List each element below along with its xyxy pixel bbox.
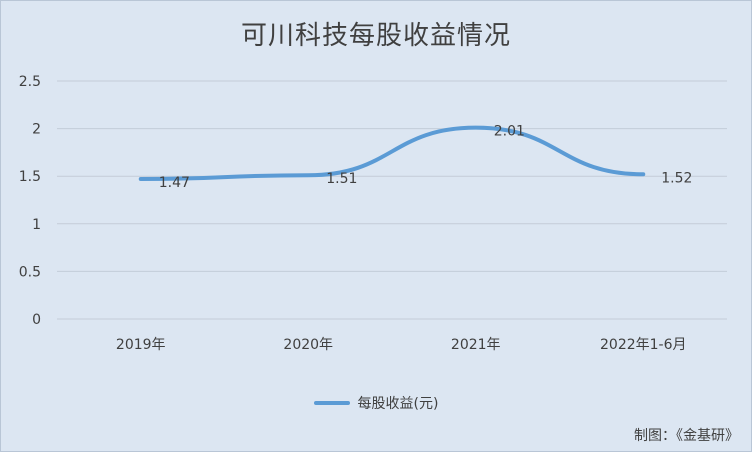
y-tick-label: 1 — [32, 217, 41, 233]
legend-swatch — [313, 401, 350, 405]
data-label: 1.51 — [326, 171, 357, 187]
data-label: 2.01 — [494, 124, 525, 140]
credit-text: 制图：《金基研》 — [634, 428, 739, 444]
y-tick-label: 2.5 — [19, 74, 41, 90]
data-label: 1.47 — [159, 175, 190, 191]
data-label: 1.52 — [661, 170, 692, 186]
y-tick-label: 2 — [32, 122, 41, 138]
y-tick-label: 1.5 — [19, 169, 41, 185]
x-tick-label: 2019年 — [116, 337, 166, 353]
x-tick-label: 2020年 — [283, 337, 333, 353]
x-tick-label: 2022年1-6月 — [600, 337, 687, 353]
chart-title: 可川科技每股收益情况 — [240, 21, 511, 51]
legend: 每股收益(元) — [1, 393, 751, 413]
y-tick-label: 0 — [32, 312, 41, 328]
series-line — [138, 125, 646, 182]
legend-label: 每股收益(元) — [357, 396, 439, 412]
x-tick-label: 2021年 — [451, 337, 501, 353]
y-tick-label: 0.5 — [19, 264, 41, 280]
